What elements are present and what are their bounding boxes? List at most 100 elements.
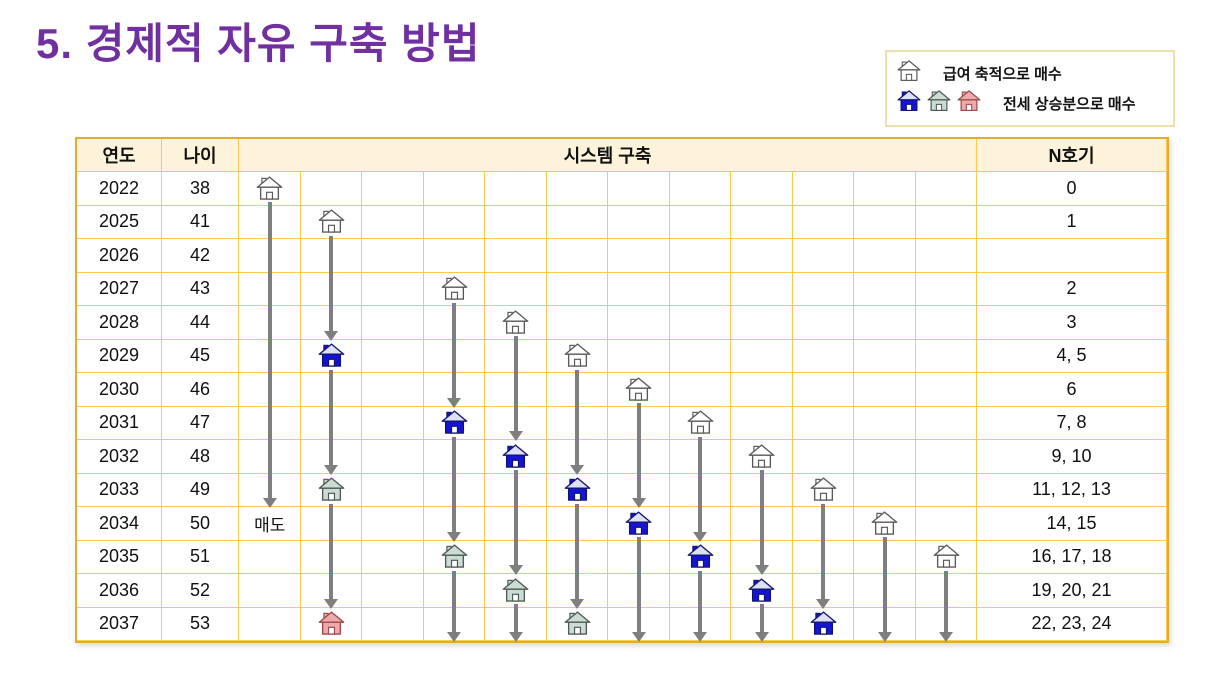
down-arrow-line — [944, 570, 949, 633]
blue-house-icon — [897, 89, 921, 118]
down-arrow-line — [267, 202, 272, 499]
year-cell: 2030 — [77, 373, 162, 407]
system-cell — [362, 239, 424, 273]
system-cell — [669, 373, 731, 407]
down-arrow-head — [939, 632, 954, 642]
down-arrow-line — [452, 302, 457, 399]
system-cell — [669, 339, 731, 373]
green-house-icon — [927, 89, 951, 118]
down-arrow-line — [513, 470, 518, 566]
system-cell — [731, 172, 793, 206]
system-cell — [854, 406, 916, 440]
age-cell: 43 — [162, 272, 239, 306]
year-cell: 2034 — [77, 507, 162, 541]
down-arrow-head — [508, 565, 523, 575]
down-arrow-line — [882, 537, 887, 633]
down-arrow-head — [877, 632, 892, 642]
system-cell — [854, 172, 916, 206]
header-year: 연도 — [77, 139, 162, 172]
down-arrow-head — [324, 598, 339, 609]
system-cell — [792, 239, 854, 273]
down-arrow-line — [575, 369, 580, 466]
blue-house-icon — [748, 577, 775, 604]
system-cell — [669, 239, 731, 273]
down-arrow-line — [636, 537, 641, 633]
legend: 급여 축적으로 매수 전세 상승분으로 매수 — [885, 50, 1175, 127]
age-cell: 49 — [162, 473, 239, 507]
age-cell: 46 — [162, 373, 239, 407]
system-cell — [485, 172, 547, 206]
header-age: 나이 — [162, 139, 239, 172]
system-cell — [362, 306, 424, 340]
down-arrow-head — [693, 531, 708, 542]
system-cell — [854, 473, 916, 507]
system-cell — [792, 440, 854, 474]
system-cell — [362, 473, 424, 507]
age-cell: 42 — [162, 239, 239, 273]
down-arrow-head — [631, 498, 646, 508]
year-cell: 2025 — [77, 205, 162, 239]
system-cell — [485, 205, 547, 239]
system-cell — [608, 205, 670, 239]
system-cell — [731, 239, 793, 273]
system-cell — [792, 373, 854, 407]
unit-cell: 16, 17, 18 — [977, 540, 1167, 574]
white-house-icon — [502, 309, 529, 336]
legend-jeonse-label: 전세 상승분으로 매수 — [1003, 96, 1136, 114]
system-cell — [792, 272, 854, 306]
white-house-icon — [625, 376, 652, 403]
system-cell — [731, 272, 793, 306]
system-cell — [854, 272, 916, 306]
down-arrow-head — [447, 531, 462, 542]
system-cell — [362, 205, 424, 239]
white-house-icon — [748, 443, 775, 470]
system-cell — [915, 239, 977, 273]
unit-cell: 22, 23, 24 — [977, 607, 1167, 641]
system-cell — [300, 172, 362, 206]
down-arrow-head — [447, 397, 462, 408]
blue-house-icon — [441, 409, 468, 436]
system-cell — [362, 172, 424, 206]
blue-house-icon — [318, 342, 345, 369]
legend-salary-label: 급여 축적으로 매수 — [943, 65, 1062, 83]
unit-cell: 19, 20, 21 — [977, 574, 1167, 608]
year-cell: 2036 — [77, 574, 162, 608]
down-arrow-line — [452, 570, 457, 633]
year-cell: 2037 — [77, 607, 162, 641]
white-house-icon — [871, 510, 898, 537]
down-arrow-line — [698, 570, 703, 633]
age-cell: 44 — [162, 306, 239, 340]
system-cell — [854, 306, 916, 340]
system-cell — [423, 205, 485, 239]
system-cell — [608, 306, 670, 340]
down-arrow-line — [513, 336, 518, 432]
down-arrow-line — [513, 604, 518, 633]
age-cell: 48 — [162, 440, 239, 474]
system-cell — [239, 507, 301, 541]
system-cell — [915, 473, 977, 507]
blue-house-icon — [564, 476, 591, 503]
system-cell — [915, 172, 977, 206]
system-cell — [485, 239, 547, 273]
unit-cell: 4, 5 — [977, 339, 1167, 373]
system-cell — [362, 607, 424, 641]
age-cell: 45 — [162, 339, 239, 373]
legend-jeonse-icons — [897, 89, 993, 118]
blue-house-icon — [687, 543, 714, 570]
down-arrow-head — [570, 464, 585, 475]
unit-cell: 0 — [977, 172, 1167, 206]
age-cell: 53 — [162, 607, 239, 641]
system-cell — [608, 172, 670, 206]
down-arrow-head — [447, 632, 462, 642]
green-house-icon — [564, 610, 591, 637]
system-cell — [669, 272, 731, 306]
green-house-icon — [318, 476, 345, 503]
year-cell: 2033 — [77, 473, 162, 507]
white-house-icon — [441, 275, 468, 302]
unit-cell: 11, 12, 13 — [977, 473, 1167, 507]
unit-cell: 3 — [977, 306, 1167, 340]
system-cell — [915, 306, 977, 340]
white-house-icon — [256, 175, 283, 202]
system-cell — [239, 540, 301, 574]
